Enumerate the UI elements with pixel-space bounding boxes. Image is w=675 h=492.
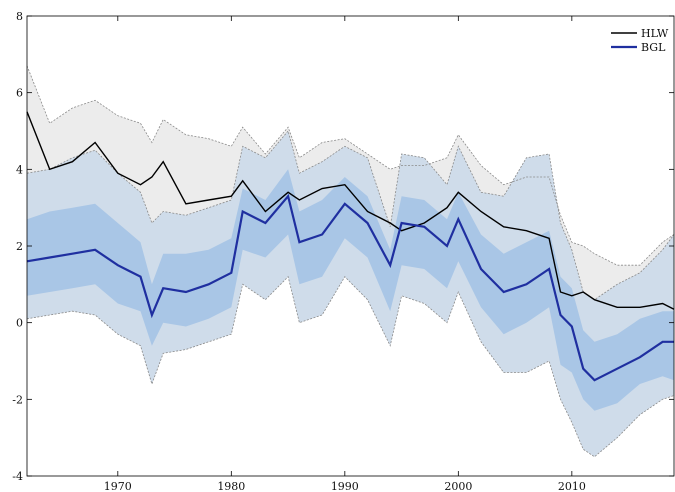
- series-line-hlw: [26, 111, 675, 310]
- x-tick-label-2010: 2010: [558, 480, 586, 492]
- series-line-bgl: [26, 193, 674, 382]
- y-tick-label-2: 2: [16, 240, 23, 253]
- band-68-bgl: [27, 169, 674, 411]
- y-tick-label--4: -4: [12, 470, 23, 483]
- y-tick-label-4: 4: [16, 163, 23, 176]
- y-tick-label-0: 0: [16, 317, 23, 330]
- x-tick-label-1980: 1980: [217, 480, 245, 492]
- y-tick-label-8: 8: [16, 10, 23, 23]
- x-axis: 1970 1980 1990 2000 2010: [104, 16, 586, 492]
- x-tick-label-1970: 1970: [104, 480, 132, 492]
- series-lines: [26, 111, 675, 382]
- y-tick-label-6: 6: [16, 87, 23, 100]
- x-tick-label-1990: 1990: [331, 480, 359, 492]
- band-edge-middle-lower: [26, 275, 675, 458]
- legend: HLW BGL: [611, 27, 669, 54]
- band-edge-outer-upper: [26, 65, 675, 266]
- legend-label-hlw: HLW: [641, 27, 669, 40]
- y-tick-label--2: -2: [12, 393, 23, 406]
- band-edge-middle-upper: [26, 130, 675, 301]
- x-tick-label-2000: 2000: [444, 480, 472, 492]
- band-90-bgl: [27, 131, 674, 457]
- legend-label-bgl: BGL: [641, 41, 666, 54]
- y-axis: -4 -2 0 2 4 6 8: [12, 10, 674, 483]
- confidence-bands: [26, 65, 675, 458]
